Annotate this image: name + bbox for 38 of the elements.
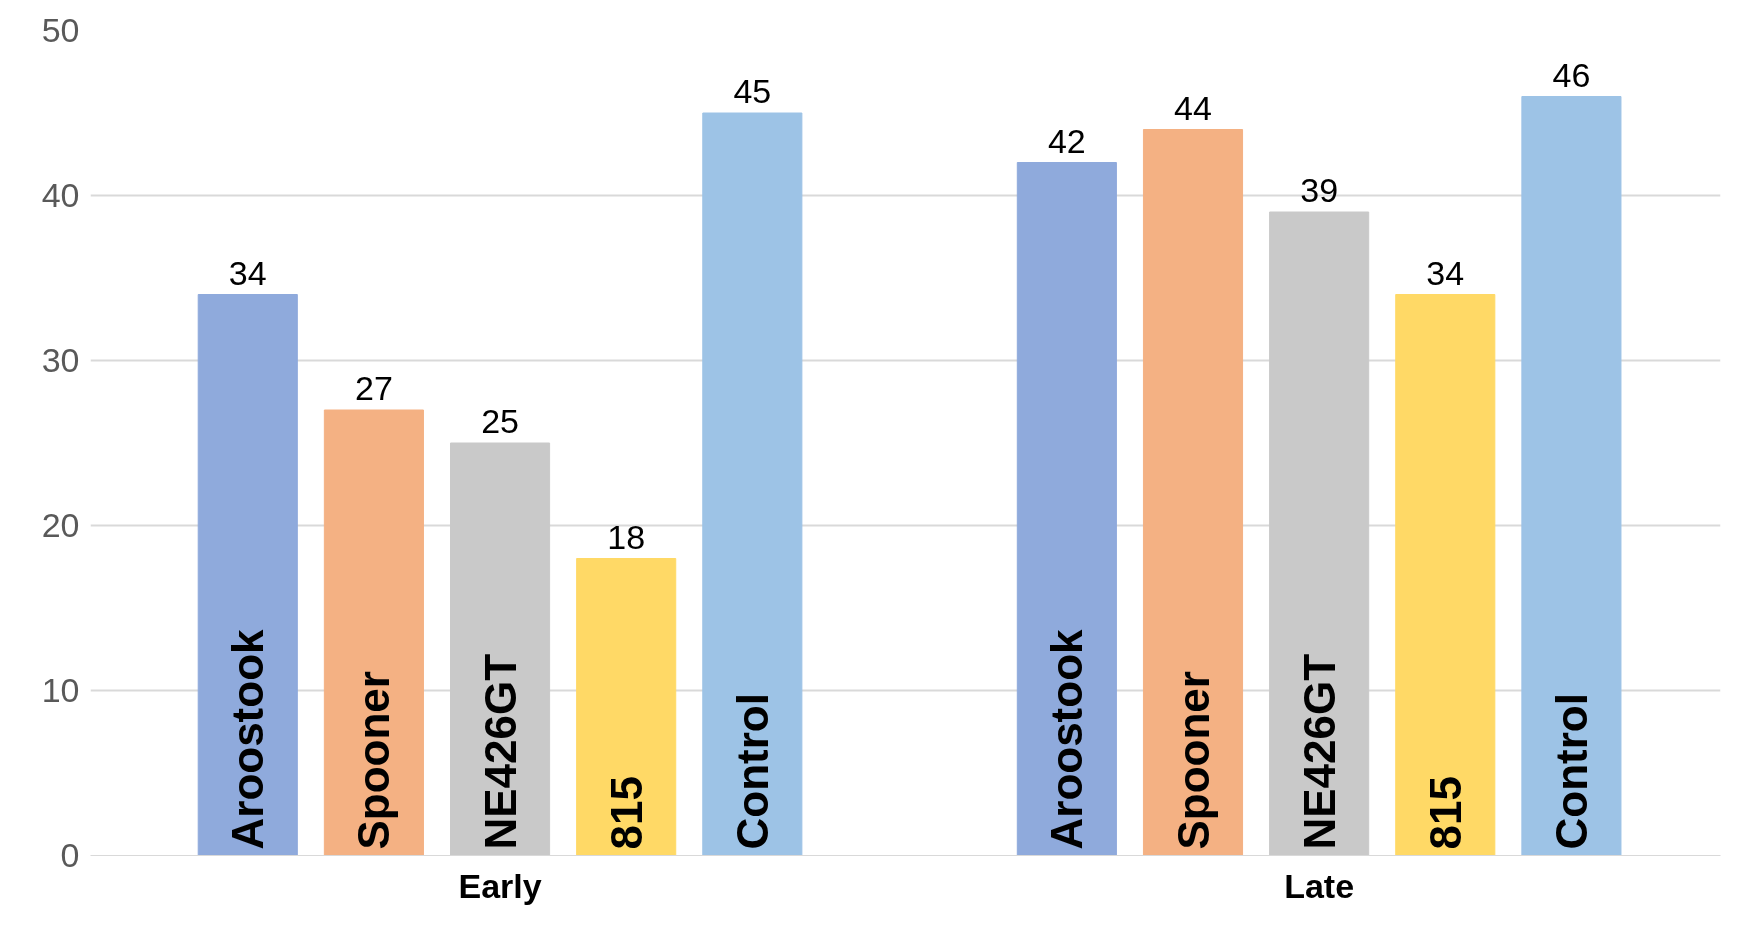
y-tick-label: 10 (41, 671, 80, 709)
x-tick-label: Early (458, 866, 542, 905)
data-label: 18 (607, 517, 646, 556)
text: Spooner (1168, 671, 1218, 850)
text: 815 (1420, 776, 1470, 850)
data-label: 46 (1552, 55, 1591, 94)
data-label: 25 (481, 402, 519, 440)
bar (576, 558, 677, 856)
bar (1016, 162, 1117, 856)
text: NE426GT (1294, 653, 1344, 850)
y-tick-label: 0 (60, 836, 80, 874)
bar (702, 112, 803, 856)
series-label: Control (727, 693, 777, 850)
bar (1269, 211, 1370, 856)
x-tick-label: Late (1284, 866, 1355, 905)
series-label: Aroostook (223, 628, 273, 850)
data-label: 27 (355, 369, 393, 407)
data-label: 34 (1426, 253, 1465, 292)
bar (323, 409, 424, 856)
bar (449, 442, 551, 856)
bar (1521, 96, 1622, 856)
data-label: 34 (228, 253, 267, 292)
text: Control (1546, 693, 1596, 850)
text: Aroostook (1042, 629, 1092, 850)
bar (197, 294, 298, 856)
data-label: 44 (1174, 88, 1212, 127)
y-tick-label: 50 (41, 11, 80, 49)
bar (1395, 294, 1496, 856)
data-label: 42 (1047, 121, 1086, 160)
y-tick-label: 40 (41, 176, 80, 214)
bar (1142, 129, 1244, 856)
data-label: 39 (1300, 171, 1339, 209)
data-label: 45 (733, 72, 772, 110)
series-label: NE426GT (475, 653, 525, 850)
y-tick-label: 20 (41, 506, 80, 544)
y-tick-label: 30 (41, 341, 80, 379)
series-label: 815 (601, 776, 651, 850)
series-label: Spooner (349, 671, 399, 850)
